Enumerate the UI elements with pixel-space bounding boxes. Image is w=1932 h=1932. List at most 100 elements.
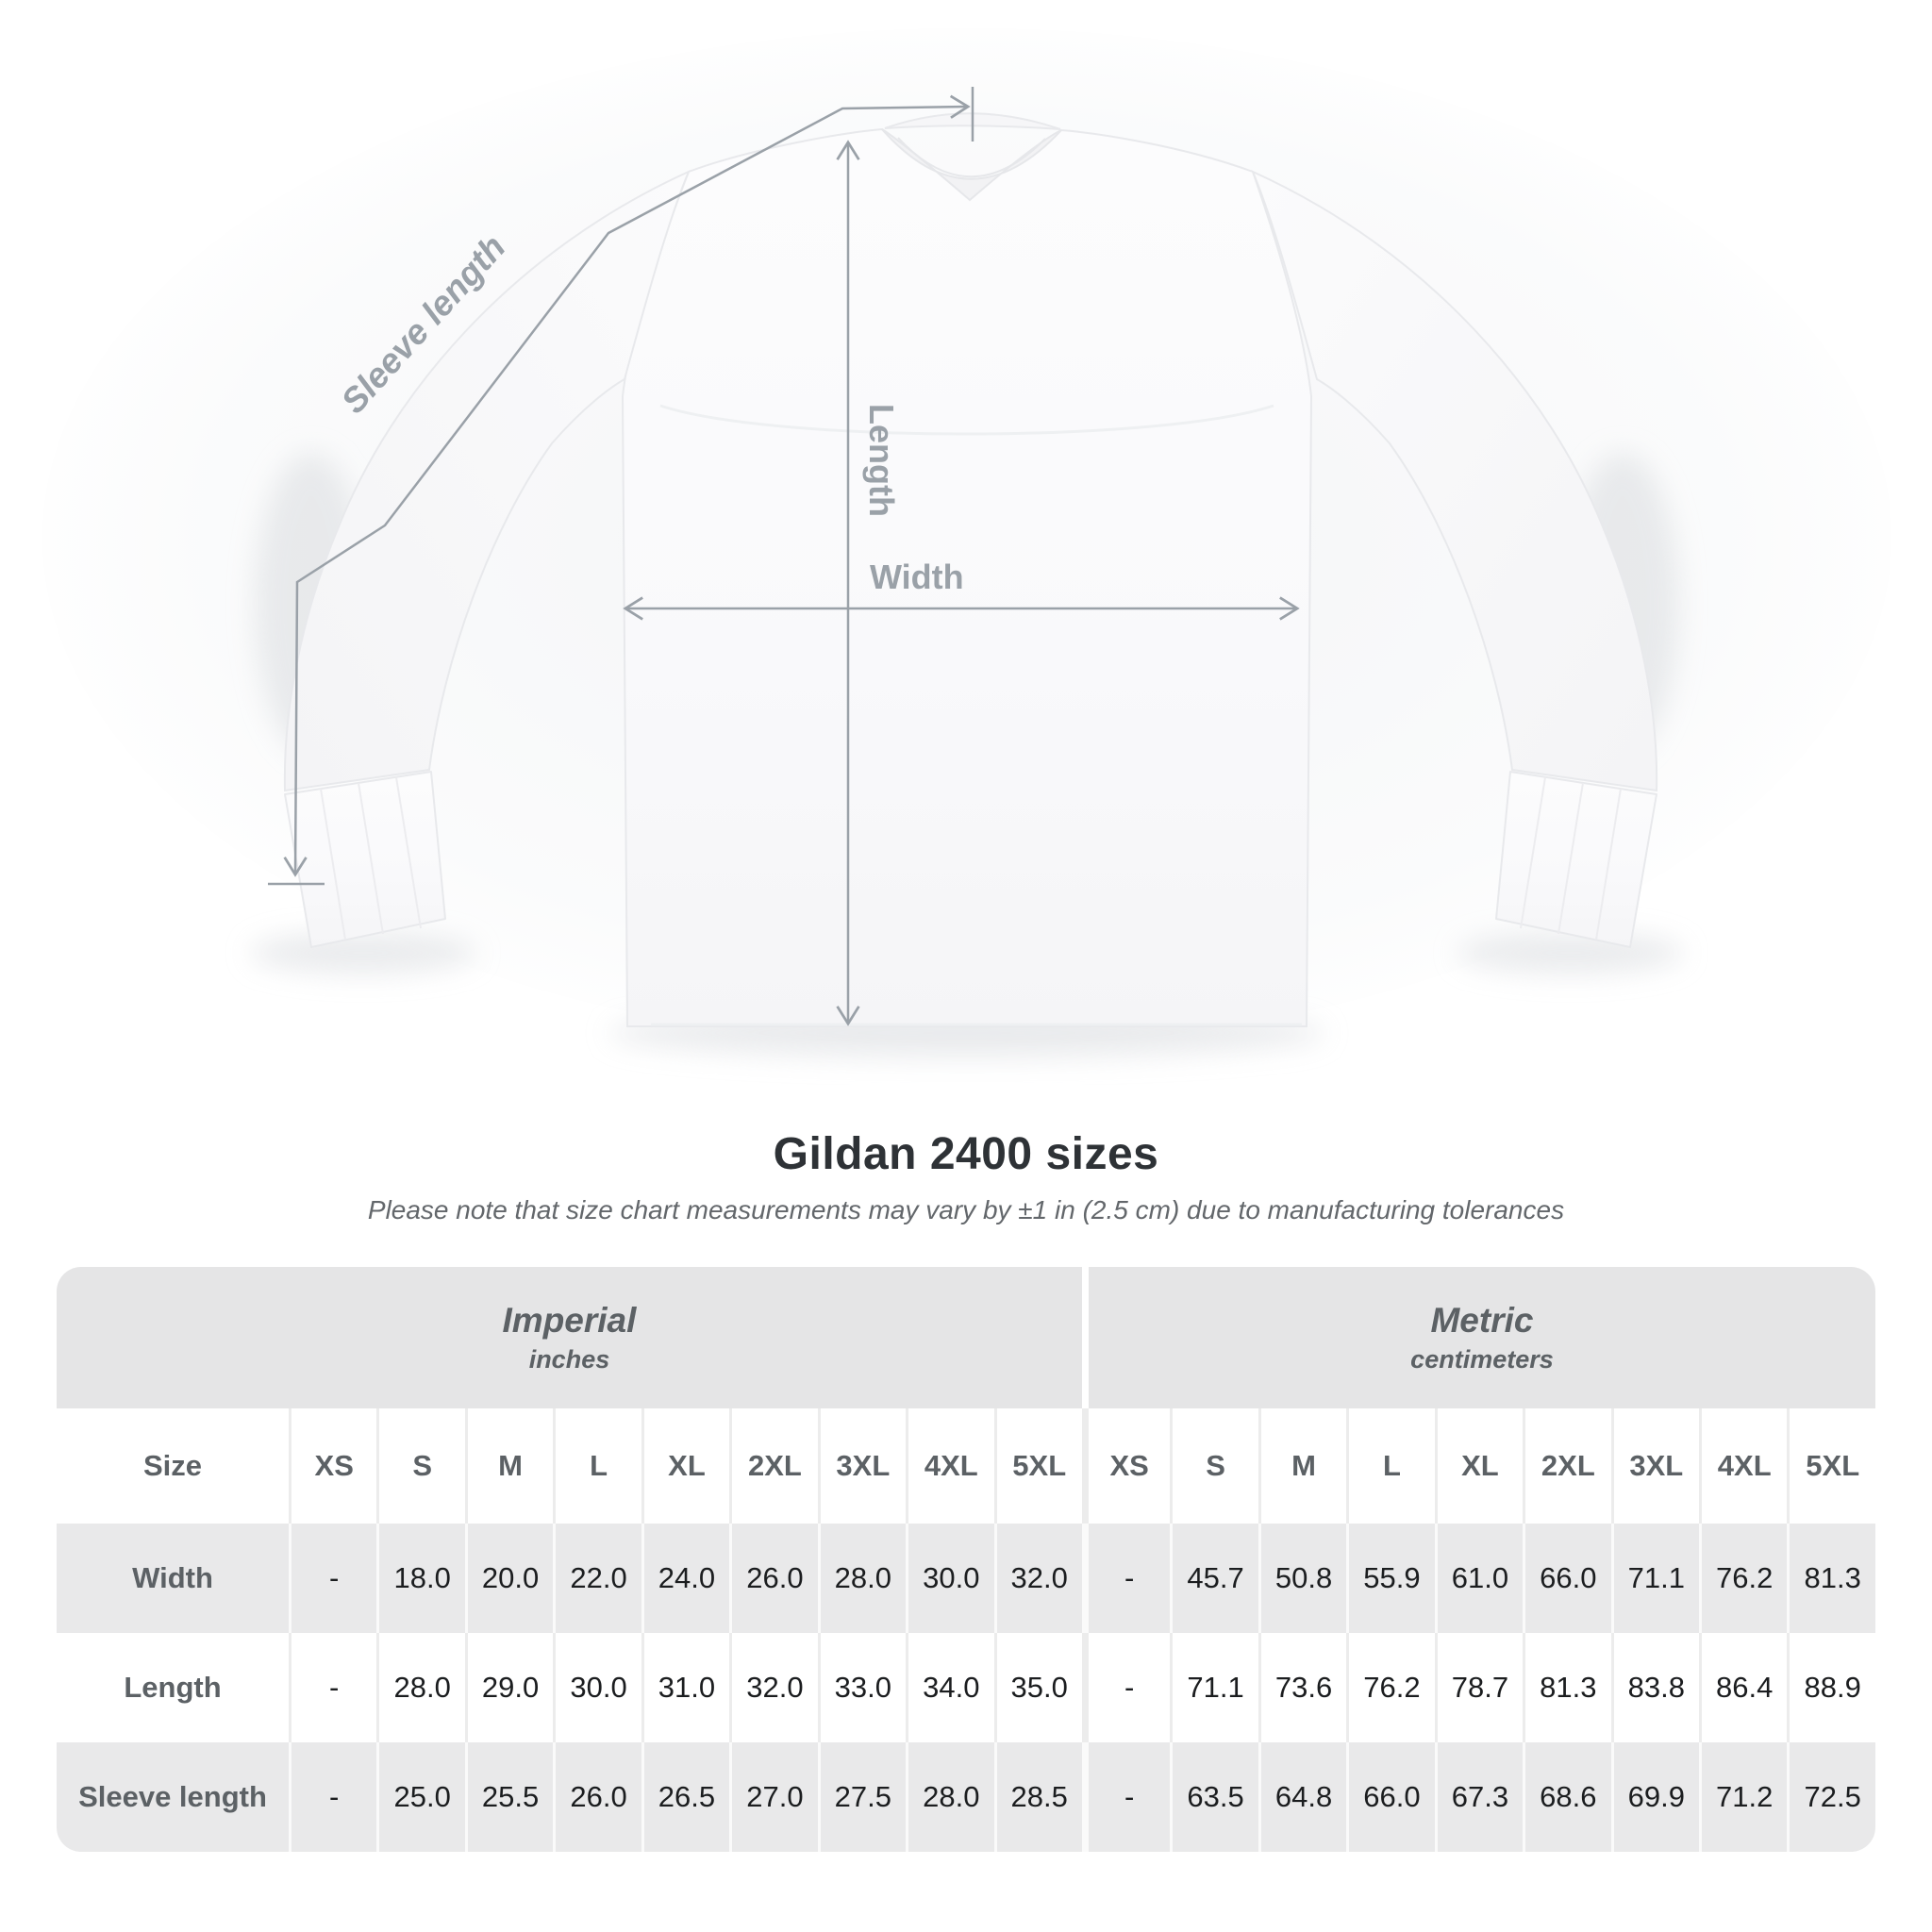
value-cell: 26.0 [553, 1742, 641, 1852]
value-cell: 33.0 [817, 1633, 907, 1742]
size-header: XS [289, 1408, 377, 1524]
value-cell: 28.0 [906, 1742, 994, 1852]
value-cell: 71.1 [1610, 1524, 1699, 1633]
table-row-sleeve-length: Sleeve length - 25.0 25.5 26.0 26.5 27.0… [57, 1742, 1875, 1852]
row-label: Width [57, 1524, 289, 1633]
value-cell: 34.0 [906, 1633, 994, 1742]
size-header-row: Size XS S M L XL 2XL 3XL 4XL 5XL XS S M … [57, 1408, 1875, 1524]
value-cell: - [1081, 1742, 1171, 1852]
table-row-length: Length - 28.0 29.0 30.0 31.0 32.0 33.0 3… [57, 1633, 1875, 1742]
value-cell: 69.9 [1610, 1742, 1699, 1852]
tolerance-note: Please note that size chart measurements… [367, 1195, 1565, 1224]
value-cell: - [289, 1524, 377, 1633]
value-cell: 45.7 [1170, 1524, 1258, 1633]
table-row-width: Width - 18.0 20.0 22.0 24.0 26.0 28.0 30… [57, 1524, 1875, 1633]
size-header: 3XL [817, 1408, 907, 1524]
value-cell: 26.0 [729, 1524, 818, 1633]
size-header: XL [1434, 1408, 1524, 1524]
size-column-header: Size [57, 1408, 289, 1524]
value-cell: 27.0 [729, 1742, 818, 1852]
sleeve-length-line [283, 94, 971, 877]
shirt-right-cuff [1495, 771, 1657, 948]
value-cell: 81.3 [1787, 1524, 1875, 1633]
shirt-illustration: Sleeve length Length Width [42, 28, 1891, 1058]
value-cell: - [289, 1633, 377, 1742]
value-cell: - [1081, 1633, 1171, 1742]
size-header: L [1346, 1408, 1435, 1524]
value-cell: 67.3 [1434, 1742, 1524, 1852]
size-header: S [376, 1408, 465, 1524]
metric-band-unit: centimeters [1410, 1344, 1554, 1374]
length-label: Length [862, 404, 901, 517]
value-cell: 29.0 [464, 1633, 554, 1742]
value-cell: - [1081, 1524, 1171, 1633]
value-cell: 86.4 [1699, 1633, 1788, 1742]
value-cell: 63.5 [1170, 1742, 1258, 1852]
value-cell: 66.0 [1523, 1524, 1611, 1633]
row-label: Length [57, 1633, 289, 1742]
page-title: Gildan 2400 sizes [773, 1129, 1159, 1179]
value-cell: 66.0 [1346, 1742, 1435, 1852]
size-table: Imperial inches Metric centimeters Size … [57, 1267, 1875, 1852]
value-cell: 32.0 [729, 1633, 818, 1742]
value-cell: 78.7 [1434, 1633, 1524, 1742]
value-cell: 73.6 [1257, 1633, 1347, 1742]
value-cell: 24.0 [641, 1524, 730, 1633]
metric-band-name: Metric [1430, 1300, 1534, 1340]
value-cell: 27.5 [817, 1742, 907, 1852]
value-cell: 71.1 [1170, 1633, 1258, 1742]
imperial-band-name: Imperial [502, 1300, 637, 1340]
shirt-left-cuff [284, 771, 446, 948]
value-cell: 31.0 [641, 1633, 730, 1742]
imperial-band-unit: inches [528, 1344, 610, 1374]
value-cell: 50.8 [1257, 1524, 1347, 1633]
unit-band-row: Imperial inches Metric centimeters [57, 1267, 1875, 1408]
value-cell: 55.9 [1346, 1524, 1435, 1633]
shirt-body [621, 127, 1313, 1027]
value-cell: 64.8 [1257, 1742, 1347, 1852]
value-cell: 83.8 [1610, 1633, 1699, 1742]
size-header: M [464, 1408, 554, 1524]
value-cell: 61.0 [1434, 1524, 1524, 1633]
value-cell: 88.9 [1787, 1633, 1875, 1742]
value-cell: 76.2 [1346, 1633, 1435, 1742]
size-header: M [1257, 1408, 1347, 1524]
size-header: 4XL [1699, 1408, 1788, 1524]
value-cell: 68.6 [1523, 1742, 1611, 1852]
size-header: L [553, 1408, 641, 1524]
size-header: 4XL [906, 1408, 994, 1524]
imperial-band: Imperial inches [57, 1267, 1082, 1408]
size-header: 5XL [1787, 1408, 1875, 1524]
size-header: 5XL [993, 1408, 1082, 1524]
value-cell: 22.0 [553, 1524, 641, 1633]
size-header: S [1170, 1408, 1258, 1524]
value-cell: 25.0 [376, 1742, 465, 1852]
value-cell: 35.0 [993, 1633, 1082, 1742]
right-cuff-ribbing [1520, 776, 1622, 941]
size-header: XL [641, 1408, 730, 1524]
measurement-annotations [268, 87, 1300, 1026]
size-header: 2XL [729, 1408, 818, 1524]
value-cell: 30.0 [906, 1524, 994, 1633]
value-cell: - [289, 1742, 377, 1852]
shirt-right-sleeve [1251, 170, 1658, 792]
value-cell: 71.2 [1699, 1742, 1788, 1852]
value-cell: 26.5 [641, 1742, 730, 1852]
width-label: Width [870, 558, 964, 596]
size-header: 2XL [1523, 1408, 1611, 1524]
row-label: Sleeve length [57, 1742, 289, 1852]
value-cell: 28.0 [376, 1633, 465, 1742]
value-cell: 28.5 [993, 1742, 1082, 1852]
value-cell: 28.0 [817, 1524, 907, 1633]
value-cell: 76.2 [1699, 1524, 1788, 1633]
value-cell: 25.5 [464, 1742, 554, 1852]
value-cell: 72.5 [1787, 1742, 1875, 1852]
value-cell: 18.0 [376, 1524, 465, 1633]
size-header: 3XL [1610, 1408, 1699, 1524]
value-cell: 30.0 [553, 1633, 641, 1742]
metric-band: Metric centimeters [1081, 1267, 1875, 1408]
size-header: XS [1081, 1408, 1171, 1524]
value-cell: 32.0 [993, 1524, 1082, 1633]
value-cell: 81.3 [1523, 1633, 1611, 1742]
